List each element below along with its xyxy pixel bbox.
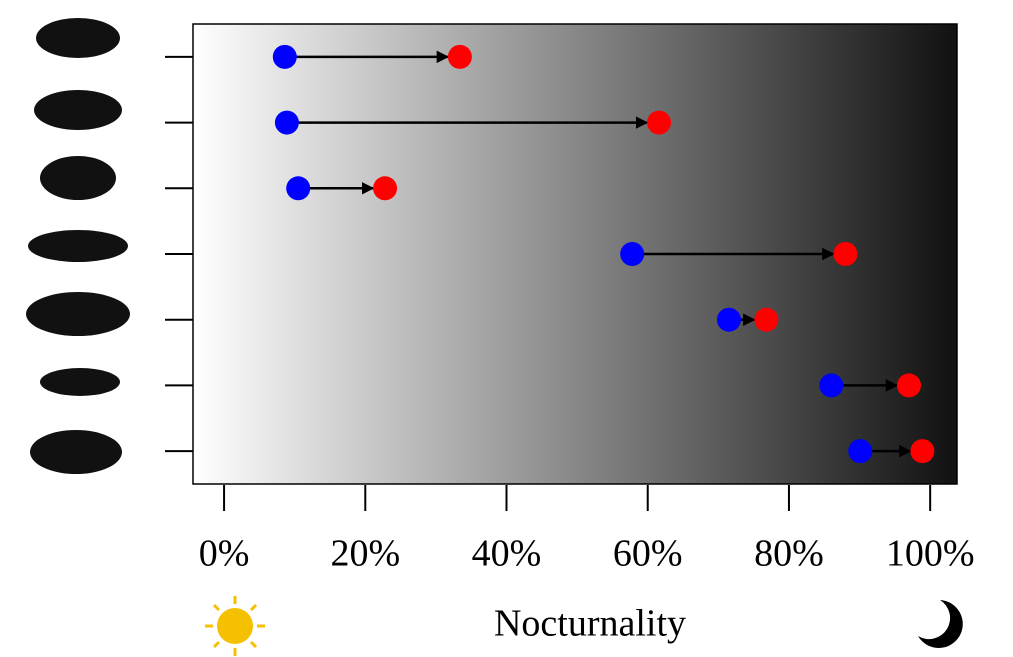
- point: [447, 44, 472, 69]
- point: [910, 439, 935, 464]
- x-tick-label: 60%: [613, 533, 683, 575]
- animal-icon: [36, 18, 120, 58]
- animal-icon: [26, 292, 130, 336]
- point: [754, 307, 779, 332]
- x-axis-title: Nocturnality: [494, 603, 686, 645]
- point: [373, 176, 398, 201]
- point: [848, 439, 873, 464]
- point: [647, 110, 672, 135]
- x-tick-label: 0%: [199, 533, 250, 575]
- x-tick-label: 80%: [754, 533, 824, 575]
- x-tick-label: 20%: [330, 533, 400, 575]
- x-tick-label: 40%: [472, 533, 542, 575]
- point: [896, 373, 921, 398]
- point: [620, 242, 645, 266]
- animal-icon: [34, 90, 122, 130]
- point: [286, 176, 311, 201]
- animal-icon: [40, 368, 120, 396]
- point: [819, 373, 844, 398]
- moon-icon: [918, 600, 963, 648]
- sun-icon: [205, 596, 265, 656]
- animal-icon: [30, 430, 122, 474]
- point: [833, 242, 858, 266]
- animal-icons: [26, 18, 130, 474]
- x-tick-label: 100%: [886, 533, 975, 575]
- point: [716, 307, 741, 332]
- point: [272, 44, 297, 69]
- animal-icon: [28, 230, 128, 262]
- point: [274, 110, 299, 135]
- animal-icon: [40, 156, 116, 200]
